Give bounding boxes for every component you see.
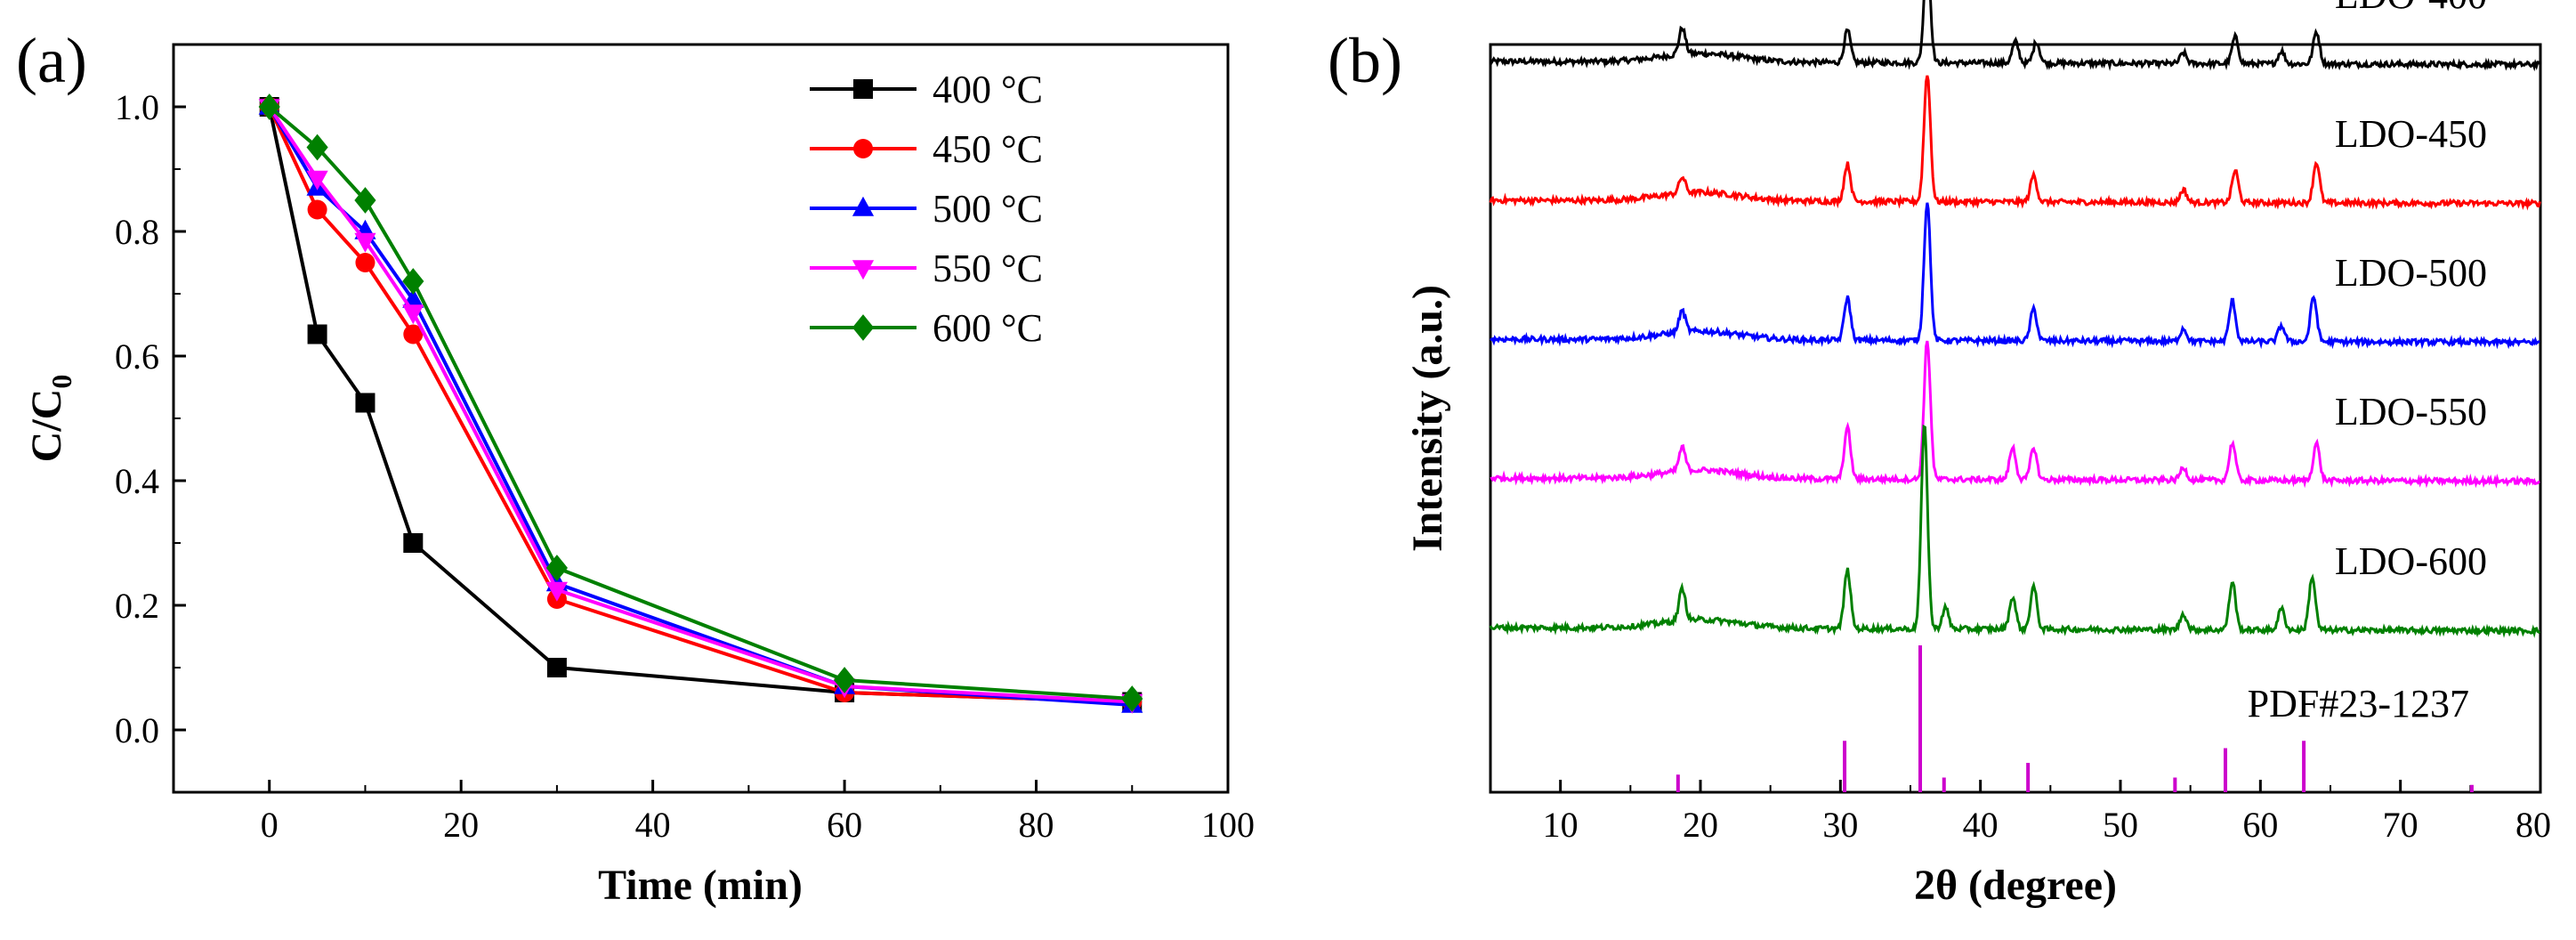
- data-point: [307, 199, 327, 220]
- x-tick-label: 80: [2515, 805, 2551, 845]
- data-point: [354, 187, 376, 214]
- data-point: [1121, 685, 1143, 712]
- panel-a-label: (a): [16, 25, 87, 96]
- data-point: [354, 232, 376, 253]
- legend-label: 450 °C: [933, 127, 1043, 171]
- legend-marker: [852, 196, 875, 216]
- panel-b-y-axis-title: Intensity (a.u.): [1404, 285, 1451, 552]
- x-tick-label: 20: [1683, 805, 1718, 845]
- xrd-ldo-550: LDO-550: [1490, 340, 2540, 489]
- panel-a-y-axis-title-sub: 0: [45, 375, 77, 389]
- data-point: [307, 324, 327, 344]
- xrd-ldo-600: LDO-600: [1489, 424, 2541, 638]
- x-tick-label: 100: [1201, 805, 1255, 845]
- y-tick-label: 1.0: [115, 87, 159, 127]
- data-point: [306, 134, 328, 161]
- data-point: [355, 393, 375, 413]
- panel-a-y-axis-title-main: C/C: [23, 389, 70, 463]
- legend-label: 600 °C: [933, 306, 1043, 350]
- data-point: [545, 555, 569, 581]
- x-tick-label: 30: [1822, 805, 1858, 845]
- legend-entry: 550 °C: [810, 247, 1043, 290]
- y-tick-label: 0.0: [115, 710, 159, 750]
- legend-entry: 450 °C: [810, 127, 1043, 171]
- xrd-ldo-450: LDO-450: [1489, 75, 2541, 211]
- xrd-series-label: LDO-600: [2335, 539, 2487, 583]
- data-point: [403, 533, 424, 553]
- panel-b-ticks: 10 20 30 40 50 60 70 80: [1490, 780, 2551, 845]
- xrd-pattern-line: [1489, 0, 2541, 72]
- data-point: [258, 93, 280, 120]
- reference-label: PDF#23-1237: [2248, 682, 2469, 725]
- xrd-series-label: LDO-500: [2335, 251, 2487, 295]
- panel-b-x-axis-title: 2θ (degree): [1914, 862, 2117, 909]
- xrd-pattern-line: [1489, 424, 2541, 638]
- data-point: [355, 253, 375, 272]
- xrd-pattern-line: [1489, 75, 2541, 211]
- x-tick-label: 60: [827, 805, 862, 845]
- x-tick-label: 40: [635, 805, 671, 845]
- legend-entry: 400 °C: [810, 68, 1043, 111]
- x-tick-label: 70: [2383, 805, 2419, 845]
- y-tick-label: 0.2: [115, 586, 159, 626]
- x-tick-label: 80: [1019, 805, 1054, 845]
- panel-b-plot-frame: [1489, 43, 2542, 794]
- xrd-pattern-line: [1490, 202, 2540, 350]
- x-tick-label: 50: [2103, 805, 2138, 845]
- xrd-ldo-400: LDO-400: [1489, 0, 2541, 72]
- xrd-series-label: LDO-450: [2335, 112, 2487, 156]
- data-point: [306, 170, 328, 190]
- series-600-c: [258, 93, 1143, 712]
- panel-b-reference-pattern: PDF#23-1237: [1676, 645, 2474, 792]
- legend-entry: 500 °C: [810, 187, 1043, 231]
- x-tick-label: 40: [1963, 805, 1999, 845]
- x-tick-label: 10: [1543, 805, 1579, 845]
- y-tick-label: 0.4: [115, 461, 159, 501]
- x-tick-label: 0: [261, 805, 279, 845]
- panel-a-x-axis-title: Time (min): [598, 862, 803, 909]
- data-point: [546, 658, 567, 677]
- panel-b-label: (b): [1328, 25, 1402, 96]
- legend-label: 550 °C: [933, 247, 1043, 290]
- legend-marker: [852, 260, 875, 280]
- legend-marker: [852, 314, 875, 341]
- xrd-series-label: LDO-550: [2335, 390, 2487, 434]
- xrd-ldo-500: LDO-500: [1490, 202, 2540, 350]
- data-point: [545, 581, 569, 602]
- data-point: [403, 324, 424, 344]
- legend-marker: [853, 139, 873, 158]
- data-point: [402, 304, 424, 325]
- xrd-pattern-line: [1490, 340, 2540, 489]
- legend-label: 400 °C: [933, 68, 1043, 111]
- panel-a-series: [258, 93, 1143, 714]
- panel-b-series: LDO-400 LDO-450 LDO-500 LDO-550 LDO-600: [1489, 0, 2541, 638]
- legend-label: 500 °C: [933, 187, 1043, 231]
- legend-entry: 600 °C: [810, 306, 1043, 350]
- data-point: [833, 667, 856, 693]
- panel-b-xrd-chart: (b) 10 20 30 40 50 60 70 80 LDO-400 LDO-450 LDO-5…: [1328, 0, 2551, 909]
- data-point: [402, 268, 424, 295]
- legend-marker: [853, 79, 873, 99]
- xrd-series-label: LDO-400: [2335, 0, 2487, 17]
- panel-a-kinetics-chart: (a) 0 20 40 60 80 100 0.0 0.2 0.4 0.6 0.8 1.0 400 °…: [16, 25, 1255, 909]
- y-tick-label: 0.8: [115, 212, 159, 252]
- panel-a-ticks: 0 20 40 60 80 100 0.0 0.2 0.4 0.6 0.8 1.0: [115, 44, 1255, 845]
- y-tick-label: 0.6: [115, 336, 159, 377]
- x-tick-label: 20: [443, 805, 479, 845]
- panel-a-y-axis-title: C/C0: [23, 375, 77, 463]
- panel-a-legend: 400 °C 450 °C 500 °C 550 °C 600 °C: [810, 68, 1043, 350]
- x-tick-label: 60: [2242, 805, 2278, 845]
